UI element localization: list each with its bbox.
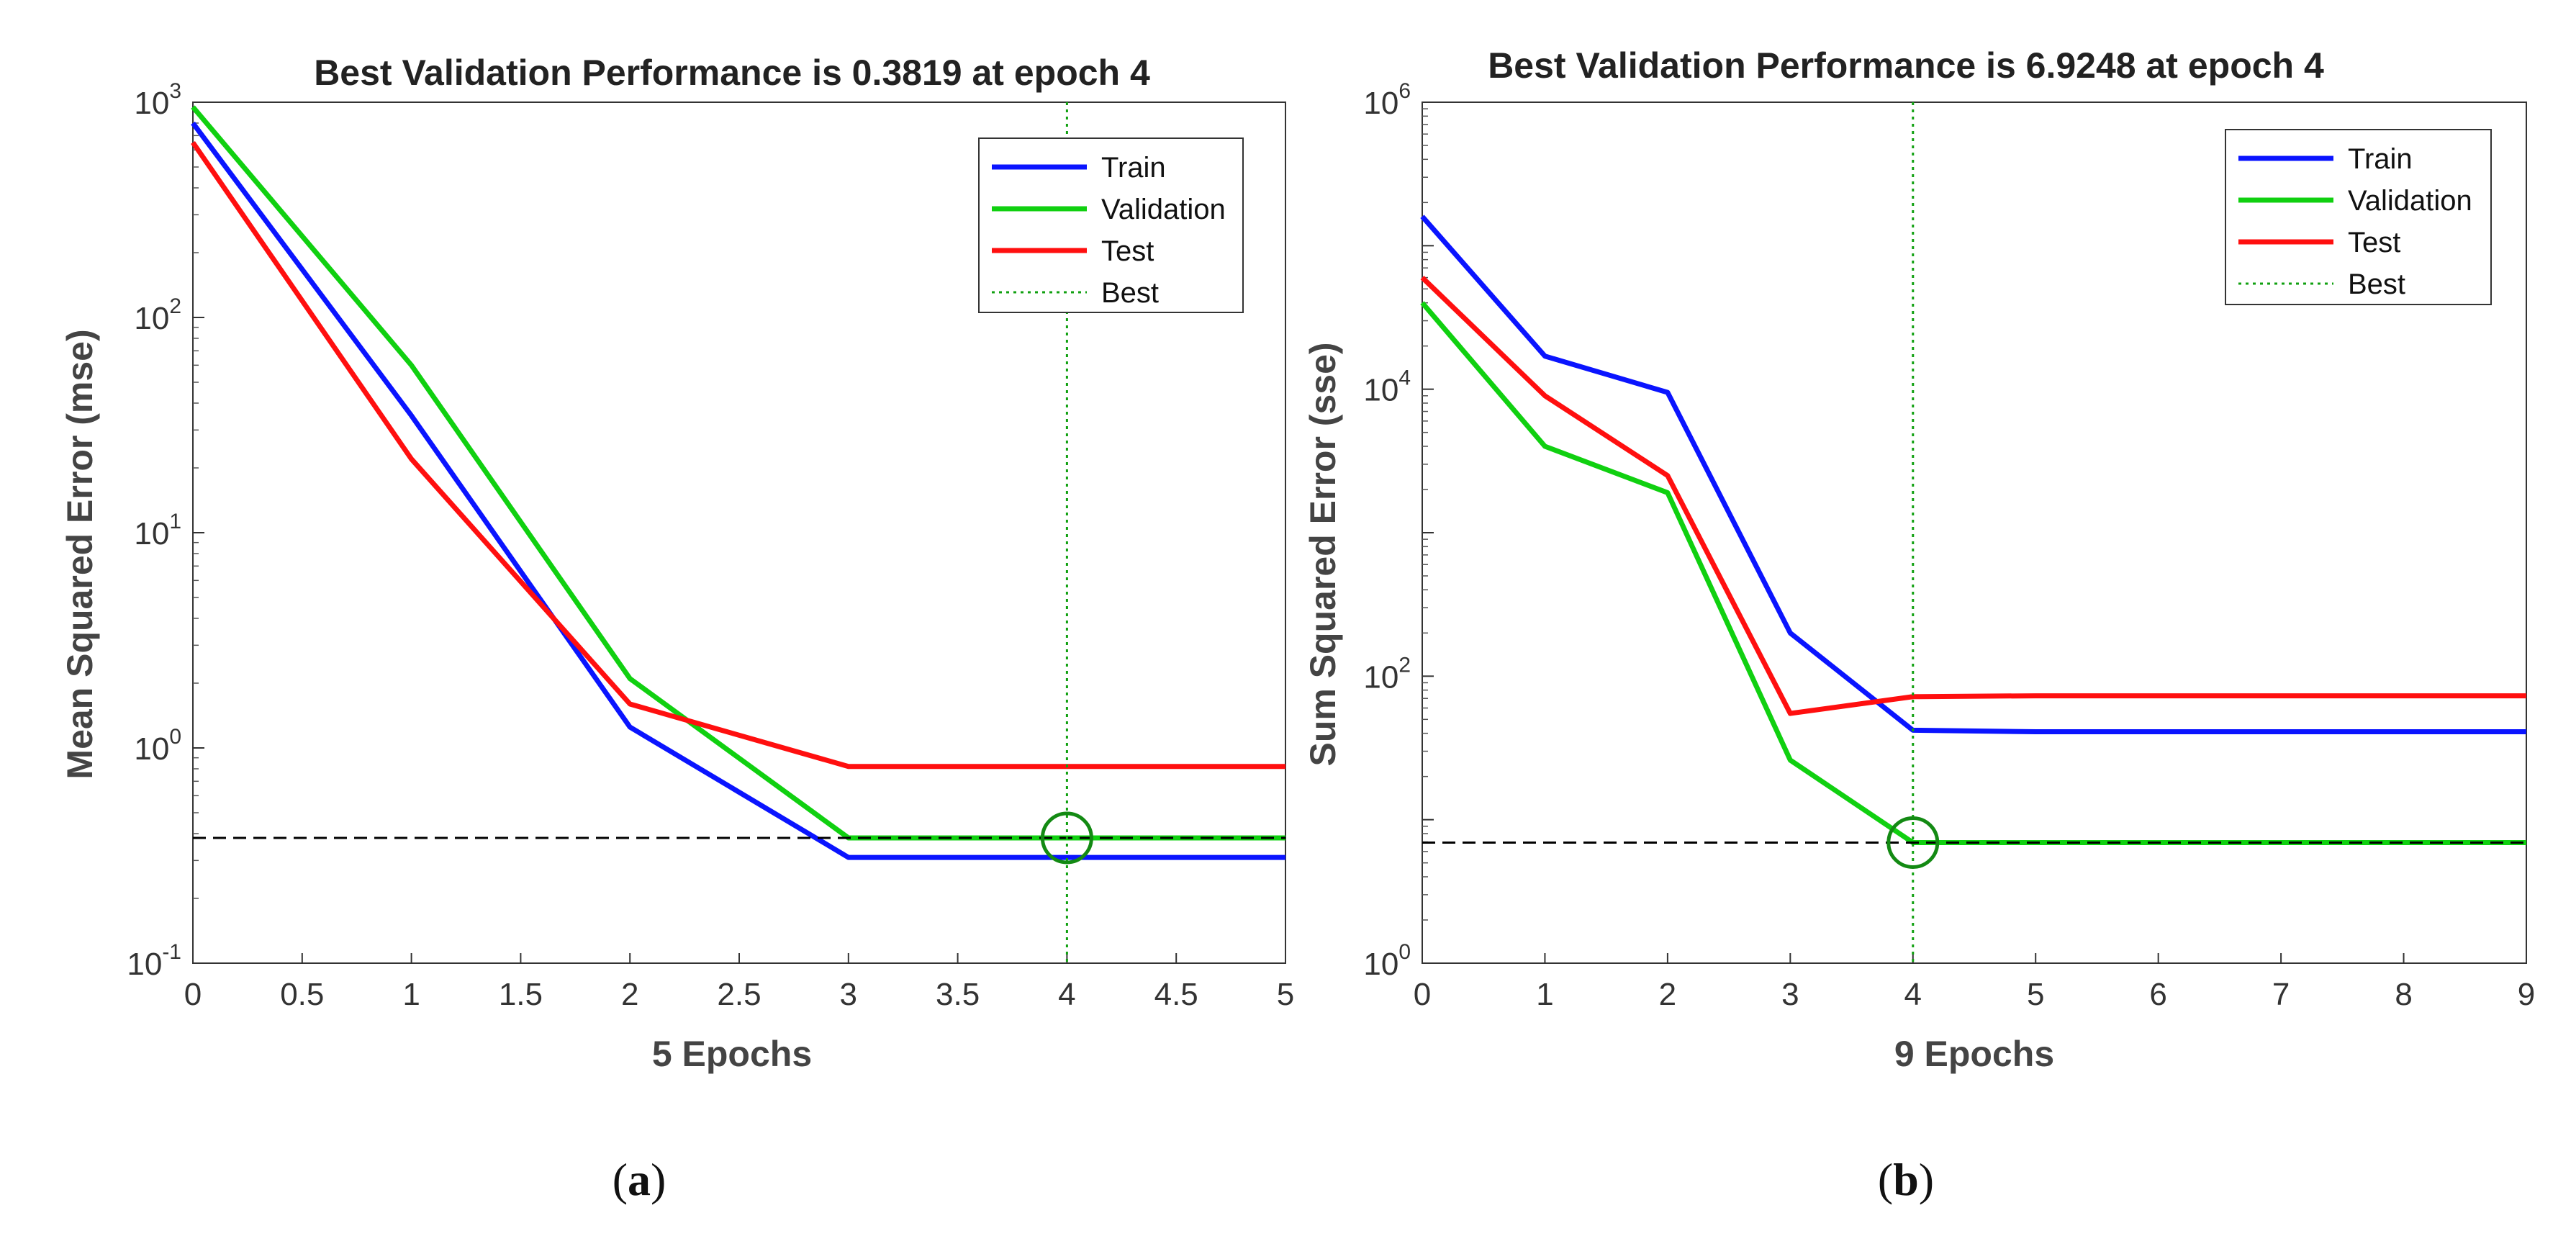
chart-panel-a: Best Validation Performance is 0.3819 at… (60, 53, 1294, 1205)
chart-a-x-tick-label: 1.5 (499, 977, 543, 1012)
chart-a-x-tick-label: 4.5 (1154, 977, 1198, 1012)
chart-a-x-tick-label: 5 (1277, 977, 1294, 1012)
chart-a-x-tick-label: 1 (402, 977, 420, 1012)
chart-a-legend-label-train: Train (1101, 152, 1166, 184)
chart-b-legend-label-train: Train (2348, 143, 2413, 175)
chart-b-legend-label-test: Test (2348, 227, 2400, 258)
chart-a-legend-label-test: Test (1101, 235, 1154, 267)
chart-b-x-tick-label: 9 (2518, 977, 2535, 1012)
chart-a-series-test-line (191, 140, 1285, 770)
chart-b-y-tick-label: 106 (1363, 79, 1411, 121)
chart-b-x-tick-label: 8 (2395, 977, 2412, 1012)
chart-b-x-tick-label: 2 (1659, 977, 1676, 1012)
chart-a-legend-label-validation: Validation (1101, 194, 1226, 225)
chart-b-caption: (b) (1878, 1154, 1934, 1205)
chart-a-plot-area: 0 0.5 1 1.5 2 2.5 3 3.5 4 4.5 5 10-1 100 101 102 103 Tra… (127, 79, 1294, 1012)
chart-a-y-axis-label: Mean Squared Error (mse) (60, 329, 100, 779)
chart-b-legend-label-validation: Validation (2348, 185, 2472, 217)
chart-b-x-tick-label: 5 (2027, 977, 2044, 1012)
chart-a-y-tick-label: 103 (134, 79, 181, 121)
chart-a-x-tick-label: 0 (184, 977, 202, 1012)
chart-b-y-tick-label: 104 (1363, 366, 1411, 408)
chart-b-x-tick-label: 4 (1904, 977, 1922, 1012)
chart-a-x-tick-label: 3.5 (936, 977, 980, 1012)
chart-b-title: Best Validation Performance is 6.9248 at… (1488, 45, 2324, 86)
chart-a-x-tick-label: 2.5 (717, 977, 761, 1012)
chart-a-x-tick-label: 2 (621, 977, 638, 1012)
chart-b-y-axis-label: Sum Squared Error (sse) (1303, 342, 1343, 766)
chart-a-title: Best Validation Performance is 0.3819 at… (314, 53, 1150, 93)
chart-a-caption: (a) (613, 1154, 666, 1205)
chart-a-legend-label-best: Best (1101, 277, 1159, 309)
chart-a-series-train-line (191, 121, 1285, 860)
chart-b-series-train-line (1420, 215, 2526, 735)
chart-b-x-tick-label: 0 (1414, 977, 1431, 1012)
chart-b-x-tick-label: 7 (2272, 977, 2290, 1012)
chart-b-legend-label-best: Best (2348, 269, 2405, 300)
chart-a-y-tick-label: 100 (134, 725, 181, 767)
chart-b-best-point-marker (1886, 816, 1940, 869)
chart-panel-b: Best Validation Performance is 6.9248 at… (1303, 45, 2535, 1205)
chart-b-x-axis-label: 9 Epochs (1894, 1034, 2054, 1074)
chart-a-y-tick-label: 102 (134, 294, 181, 336)
chart-b-plot-area: 0 1 2 3 4 5 6 7 8 9 100 102 104 106 Train Validation Tes… (1363, 79, 2535, 1012)
chart-b-x-tick-label: 3 (1781, 977, 1799, 1012)
chart-a-x-tick-label: 4 (1058, 977, 1075, 1012)
chart-b-x-tick-label: 1 (1536, 977, 1553, 1012)
chart-a-y-tick-label: 101 (134, 510, 181, 551)
chart-b-y-tick-label: 100 (1363, 940, 1411, 982)
chart-a-x-tick-label: 0.5 (280, 977, 324, 1012)
chart-a-y-tick-label: 10-1 (127, 940, 181, 982)
chart-b-y-tick-label: 102 (1363, 653, 1411, 695)
chart-a-x-tick-label: 3 (840, 977, 857, 1012)
chart-b-x-tick-label: 6 (2149, 977, 2166, 1012)
chart-b-series-test-line (1420, 276, 2526, 716)
chart-a-best-point-marker (1040, 811, 1093, 865)
chart-a-x-axis-label: 5 Epochs (652, 1034, 812, 1074)
